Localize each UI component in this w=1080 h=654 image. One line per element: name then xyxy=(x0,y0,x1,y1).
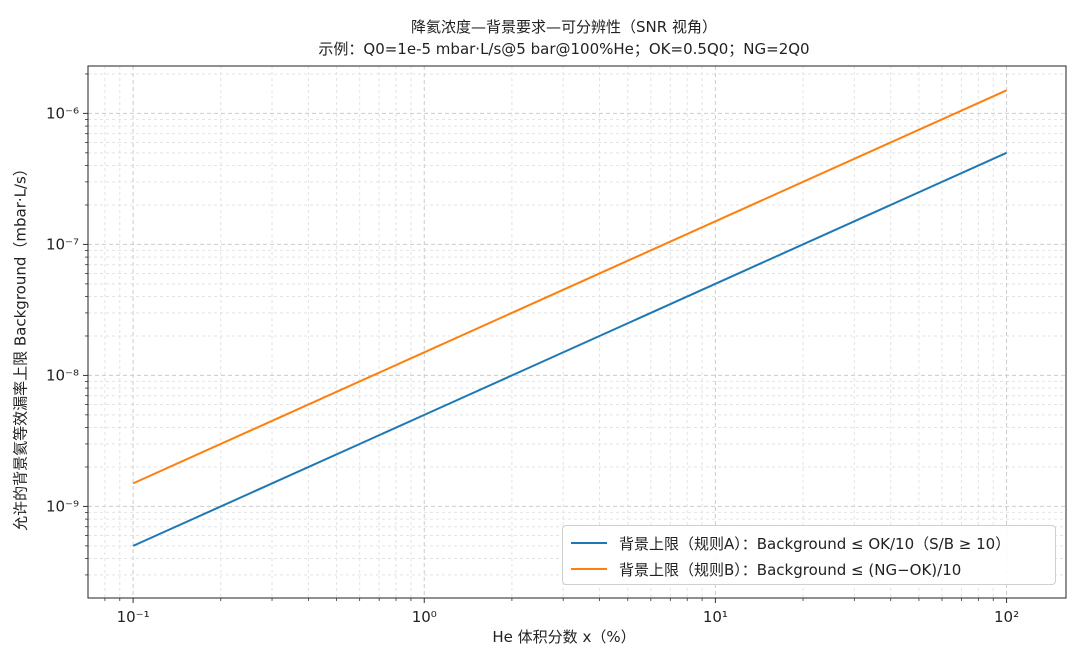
legend: 背景上限（规则A）：Background ≤ OK/10（S/B ≥ 10） 背… xyxy=(562,525,1056,585)
legend-swatch-rule-b xyxy=(571,568,607,570)
legend-item-rule-a: 背景上限（规则A）：Background ≤ OK/10（S/B ≥ 10） xyxy=(571,530,1010,556)
legend-label-rule-b: 背景上限（规则B）：Background ≤ (NG−OK)/10 xyxy=(619,560,962,579)
y-axis-label: 允许的背景氦等效漏率上限 Background（mbar·L/s） xyxy=(11,161,30,531)
y-tick-label: 10⁻⁸ xyxy=(46,366,79,384)
legend-label-rule-a: 背景上限（规则A）：Background ≤ OK/10（S/B ≥ 10） xyxy=(619,534,1011,553)
y-tick-label: 10⁻⁷ xyxy=(46,235,79,253)
legend-swatch-rule-a xyxy=(571,542,607,544)
x-tick-label: 10⁰ xyxy=(412,608,437,626)
chart-title: 降氦浓度—背景要求—可分辨性（SNR 视角） xyxy=(411,18,717,36)
chart-subtitle: 示例：Q0=1e-5 mbar·L/s@5 bar@100%He；OK=0.5Q… xyxy=(318,40,810,58)
x-axis-label: He 体积分数 x（%） xyxy=(492,628,636,646)
series-line-rule-a xyxy=(132,151,1008,547)
axes-frame xyxy=(87,65,1067,599)
x-tick-label: 10¹ xyxy=(703,608,728,626)
y-tick-label: 10⁻⁶ xyxy=(46,104,79,122)
series-line-rule-b xyxy=(132,89,1008,485)
y-tick-label: 10⁻⁹ xyxy=(46,497,79,515)
x-tick-label: 10² xyxy=(994,608,1019,626)
legend-item-rule-b: 背景上限（规则B）：Background ≤ (NG−OK)/10 xyxy=(571,556,961,582)
x-tick-label: 10⁻¹ xyxy=(117,608,150,626)
